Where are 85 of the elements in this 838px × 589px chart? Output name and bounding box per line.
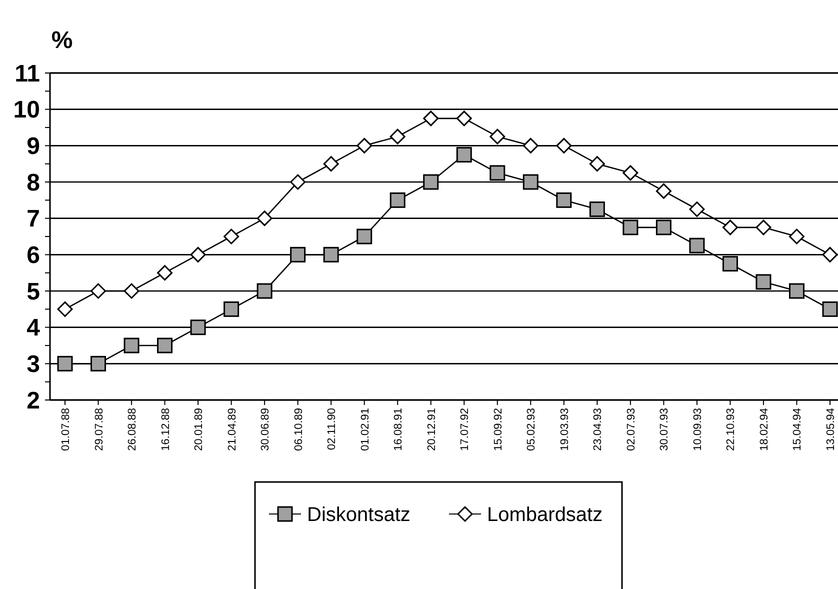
- y-tick-label: 8: [26, 169, 40, 196]
- point: [656, 183, 672, 199]
- point: [157, 265, 173, 281]
- x-tick-label: 15.04.94: [792, 408, 804, 451]
- point: [722, 256, 738, 272]
- point: [689, 238, 705, 254]
- point: [822, 301, 838, 317]
- x-tick-label: 20.01.89: [193, 408, 206, 451]
- point: [722, 220, 738, 236]
- point: [788, 283, 804, 299]
- point: [622, 165, 638, 181]
- x-tick-label: 18.02.94: [758, 408, 770, 451]
- point: [522, 174, 538, 190]
- point: [656, 220, 672, 236]
- x-tick-label: 29.07.88: [93, 408, 106, 451]
- x-tick-label: 01.07.88: [60, 408, 72, 451]
- x-tick-label: 19.03.93: [558, 408, 571, 451]
- point: [90, 283, 106, 299]
- point: [124, 283, 140, 299]
- x-tick-label: 22.10.93: [725, 408, 738, 451]
- x-tick-label: 02.11.90: [326, 408, 338, 450]
- x-tick-label: 16.12.88: [160, 408, 172, 451]
- x-tick-label: 10.09.93: [692, 408, 704, 451]
- point: [522, 138, 538, 154]
- x-tick-label: 17.07.92: [459, 408, 472, 451]
- x-tick-label: 21.04.89: [226, 408, 238, 451]
- x-tick-label: 01.02.91: [359, 408, 372, 451]
- x-tick-label: 05.02.93: [526, 408, 538, 451]
- y-tick-label: 10: [13, 96, 40, 124]
- point: [356, 228, 372, 244]
- point: [190, 246, 206, 262]
- y-tick-label: 11: [14, 60, 40, 88]
- point: [423, 110, 439, 126]
- point: [756, 220, 772, 236]
- point: [57, 301, 73, 317]
- x-tick-label: 13.05.94: [825, 408, 837, 451]
- x-tick-label: 30.07.93: [658, 408, 671, 451]
- point: [390, 192, 406, 208]
- y-tick-label: 5: [26, 278, 40, 306]
- point: [390, 128, 406, 144]
- point: [788, 228, 804, 244]
- x-tick-label: 23.04.93: [592, 408, 604, 451]
- point: [556, 138, 572, 154]
- point: [124, 338, 140, 354]
- x-tick-label: 16.08.91: [392, 408, 405, 451]
- point: [756, 274, 772, 290]
- x-tick-label: 06.10.89: [292, 408, 305, 451]
- y-tick-label: 7: [26, 206, 40, 233]
- point: [490, 165, 506, 181]
- point: [290, 174, 306, 190]
- legend-label: Lombardsatz: [487, 504, 603, 526]
- y-tick-label: 3: [26, 351, 40, 378]
- point: [224, 228, 240, 244]
- point: [356, 138, 372, 154]
- legend-label: Diskontsatz: [307, 504, 410, 526]
- point: [689, 202, 705, 217]
- point: [323, 246, 339, 262]
- point: [157, 338, 173, 354]
- point: [556, 192, 572, 208]
- point: [456, 110, 472, 126]
- point: [589, 156, 605, 172]
- point: [256, 210, 272, 226]
- point: [190, 320, 206, 336]
- point: [589, 202, 605, 217]
- y-tick-label: 2: [26, 387, 40, 414]
- point: [323, 156, 339, 172]
- y-tick-label: 4: [26, 314, 41, 342]
- x-tick-label: 20.12.91: [426, 408, 438, 451]
- point: [256, 283, 272, 299]
- y-tick-label: 9: [26, 133, 40, 160]
- point: [224, 301, 240, 317]
- point: [456, 147, 472, 162]
- point: [490, 128, 506, 144]
- point: [822, 246, 838, 262]
- point: [90, 356, 106, 372]
- y-axis-title: %: [51, 27, 73, 54]
- x-tick-label: 30.06.89: [260, 408, 272, 451]
- x-tick-label: 02.07.93: [625, 408, 638, 451]
- point: [423, 174, 439, 190]
- point: [622, 220, 638, 236]
- y-tick-label: 6: [26, 242, 40, 270]
- x-tick-label: 26.08.88: [126, 408, 139, 451]
- point: [290, 246, 306, 262]
- point: [57, 356, 73, 372]
- x-tick-label: 15.09.92: [492, 408, 504, 451]
